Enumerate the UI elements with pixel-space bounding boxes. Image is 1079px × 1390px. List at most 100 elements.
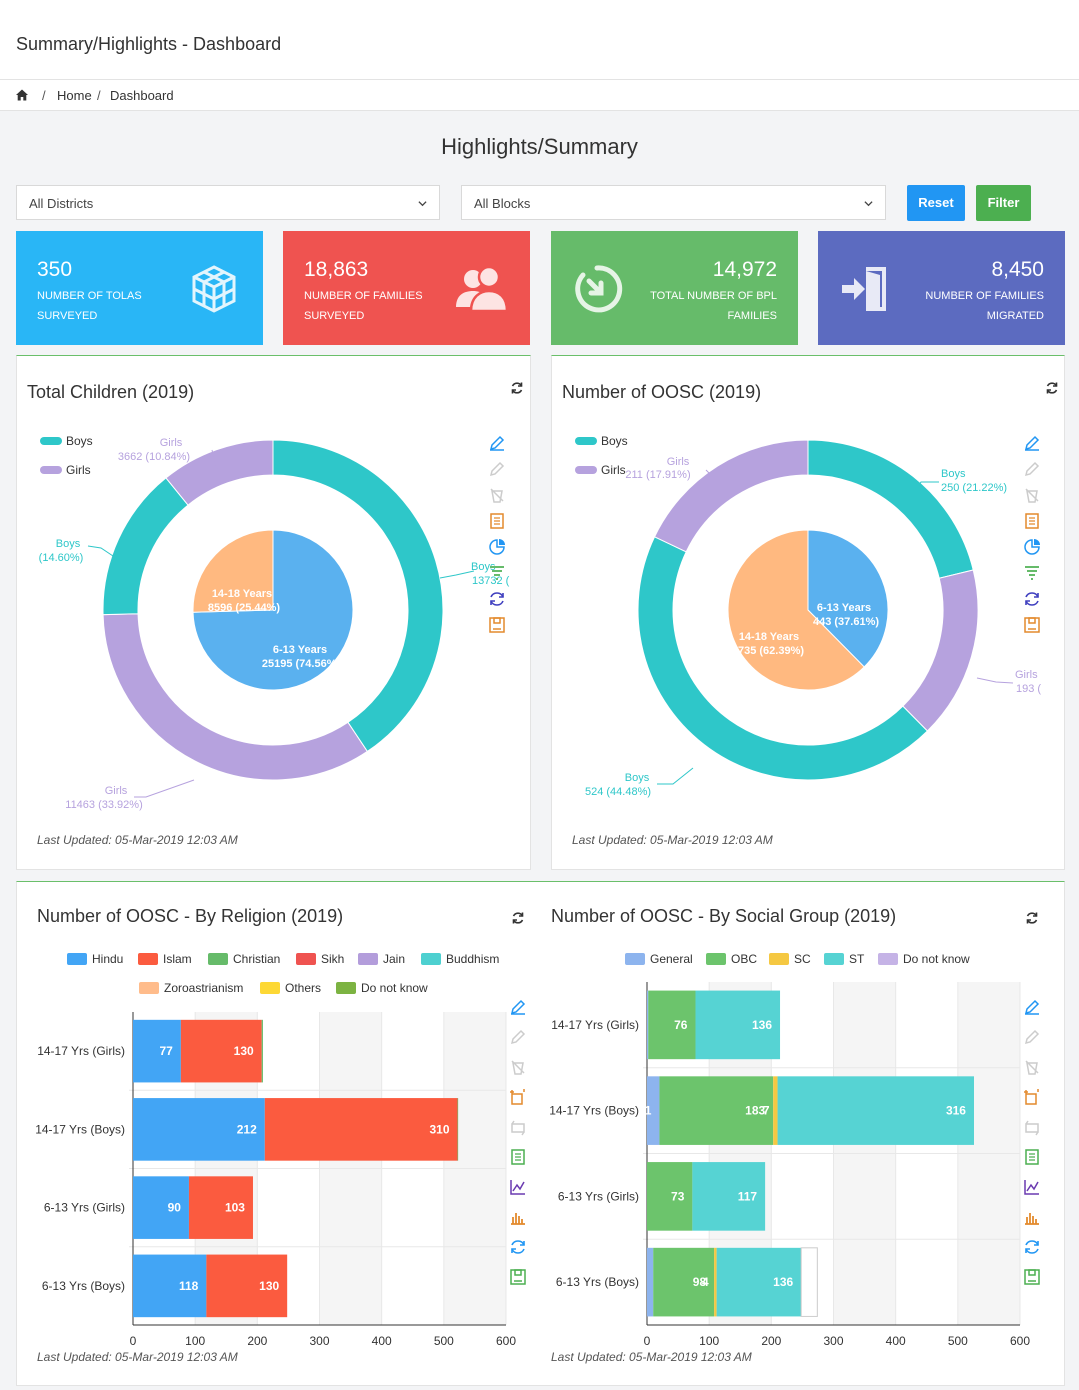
bar-st[interactable] xyxy=(716,1247,802,1317)
legend-label-general[interactable]: General xyxy=(650,952,693,966)
bar-obc[interactable] xyxy=(653,1247,715,1317)
restore-icon[interactable] xyxy=(509,1238,527,1256)
bar-general[interactable] xyxy=(647,990,649,1060)
bar-st[interactable] xyxy=(777,1076,974,1145)
legend-label-st[interactable]: ST xyxy=(849,952,865,966)
edit-disabled-icon[interactable] xyxy=(1023,1028,1041,1046)
bar-sc[interactable] xyxy=(773,1076,778,1145)
home-icon[interactable] xyxy=(15,88,29,102)
outer-slice-girls[interactable] xyxy=(902,569,979,732)
x-tick-label: 600 xyxy=(1010,1334,1030,1348)
block-select[interactable]: All Blocks xyxy=(461,185,886,220)
bar-general[interactable] xyxy=(647,1247,654,1317)
outer-slice-girls[interactable] xyxy=(165,439,274,506)
bar-islam[interactable] xyxy=(206,1254,288,1318)
line-chart-icon[interactable] xyxy=(1023,1178,1041,1196)
legend-label-sc[interactable]: SC xyxy=(794,952,811,966)
legend-label-hindu[interactable]: Hindu xyxy=(92,952,123,966)
breadcrumb-home[interactable]: Home xyxy=(57,88,92,103)
save-image-icon[interactable] xyxy=(1023,1268,1041,1286)
zoom-select-icon[interactable] xyxy=(1023,1088,1041,1106)
edit-icon[interactable] xyxy=(509,998,527,1016)
save-image-icon[interactable] xyxy=(1023,616,1041,634)
refresh-icon[interactable] xyxy=(1045,381,1059,395)
legend-label-islam[interactable]: Islam xyxy=(163,952,192,966)
edit-disabled-icon[interactable] xyxy=(509,1028,527,1046)
bar-islam[interactable] xyxy=(264,1098,458,1161)
legend-label-jain[interactable]: Jain xyxy=(383,952,405,966)
refresh-icon[interactable] xyxy=(510,381,524,395)
legend-label-others[interactable]: Others xyxy=(285,981,321,995)
legend-label-boys[interactable]: Boys xyxy=(66,434,93,448)
pie-icon[interactable] xyxy=(1023,538,1041,556)
last-updated: Last Updated: 05-Mar-2019 12:03 AM xyxy=(37,1350,238,1364)
bar-do-not-know[interactable] xyxy=(800,1247,818,1317)
refresh-icon[interactable] xyxy=(511,911,525,925)
save-image-icon[interactable] xyxy=(488,616,506,634)
bar-obc[interactable] xyxy=(648,990,696,1060)
legend-label-obc[interactable]: OBC xyxy=(731,952,757,966)
data-view-icon[interactable] xyxy=(488,512,506,530)
inner-slice-6-13-years[interactable] xyxy=(807,529,889,668)
data-view-icon[interactable] xyxy=(1023,1148,1041,1166)
edit-disabled-icon[interactable] xyxy=(488,460,506,478)
bar-st[interactable] xyxy=(692,1162,766,1231)
zoom-reset-icon[interactable] xyxy=(509,1118,527,1136)
edit-icon[interactable] xyxy=(1023,434,1041,452)
zoom-select-icon[interactable] xyxy=(509,1088,527,1106)
funnel-icon[interactable] xyxy=(488,564,506,582)
legend-label-christian[interactable]: Christian xyxy=(233,952,280,966)
restore-icon[interactable] xyxy=(1023,590,1041,608)
erase-icon[interactable] xyxy=(1023,486,1041,504)
bar-obc[interactable] xyxy=(659,1076,774,1145)
pie-icon[interactable] xyxy=(488,538,506,556)
legend-label-girls[interactable]: Girls xyxy=(601,463,626,477)
legend-label-sikh[interactable]: Sikh xyxy=(321,952,344,966)
legend-label-do-not-know[interactable]: Do not know xyxy=(361,981,428,995)
bar-islam[interactable] xyxy=(180,1019,262,1083)
edit-icon[interactable] xyxy=(488,434,506,452)
save-image-icon[interactable] xyxy=(509,1268,527,1286)
outer-slice-boys[interactable] xyxy=(637,536,929,781)
line-chart-icon[interactable] xyxy=(509,1178,527,1196)
bar-sc[interactable] xyxy=(714,1247,717,1317)
erase-icon[interactable] xyxy=(509,1058,527,1076)
legend-label-girls[interactable]: Girls xyxy=(66,463,91,477)
legend-label-zoroastrianism[interactable]: Zoroastrianism xyxy=(164,981,243,995)
erase-icon[interactable] xyxy=(1023,1058,1041,1076)
bar-hindu[interactable] xyxy=(133,1019,181,1083)
reset-button[interactable]: Reset xyxy=(907,185,965,221)
filter-button[interactable]: Filter xyxy=(976,185,1031,221)
edit-disabled-icon[interactable] xyxy=(1023,460,1041,478)
data-view-icon[interactable] xyxy=(1023,512,1041,530)
bar-christian[interactable] xyxy=(457,1098,459,1161)
inner-slice-14-18-years[interactable] xyxy=(192,529,274,613)
bar-value-label: 136 xyxy=(752,1018,772,1032)
edit-icon[interactable] xyxy=(1023,998,1041,1016)
bar-hindu[interactable] xyxy=(133,1254,207,1318)
refresh-icon[interactable] xyxy=(1025,911,1039,925)
legend-label-do-not-know[interactable]: Do not know xyxy=(903,952,970,966)
bar-st[interactable] xyxy=(695,990,781,1060)
outer-slice-boys[interactable] xyxy=(102,477,189,616)
bar-hindu[interactable] xyxy=(133,1176,189,1239)
bar-general[interactable] xyxy=(647,1076,660,1145)
funnel-icon[interactable] xyxy=(1023,564,1041,582)
bar-hindu[interactable] xyxy=(133,1098,265,1161)
bar-chart-icon[interactable] xyxy=(509,1208,527,1226)
inner-slice-14-18-years[interactable] xyxy=(727,529,865,691)
legend-label-buddhism[interactable]: Buddhism xyxy=(446,952,499,966)
restore-icon[interactable] xyxy=(488,590,506,608)
restore-icon[interactable] xyxy=(1023,1238,1041,1256)
zoom-reset-icon[interactable] xyxy=(1023,1118,1041,1136)
bar-islam[interactable] xyxy=(188,1176,253,1239)
bar-chart-icon[interactable] xyxy=(1023,1208,1041,1226)
district-select[interactable]: All Districts xyxy=(16,185,440,220)
erase-icon[interactable] xyxy=(488,486,506,504)
data-view-icon[interactable] xyxy=(509,1148,527,1166)
total-children-chart: Boys Girls Girls 3662 (10.84%) Boys (14.… xyxy=(39,434,510,811)
bar-obc[interactable] xyxy=(647,1162,693,1231)
outer-slice-girls[interactable] xyxy=(653,439,809,553)
bar-christian[interactable] xyxy=(261,1019,263,1083)
legend-label-boys[interactable]: Boys xyxy=(601,434,628,448)
